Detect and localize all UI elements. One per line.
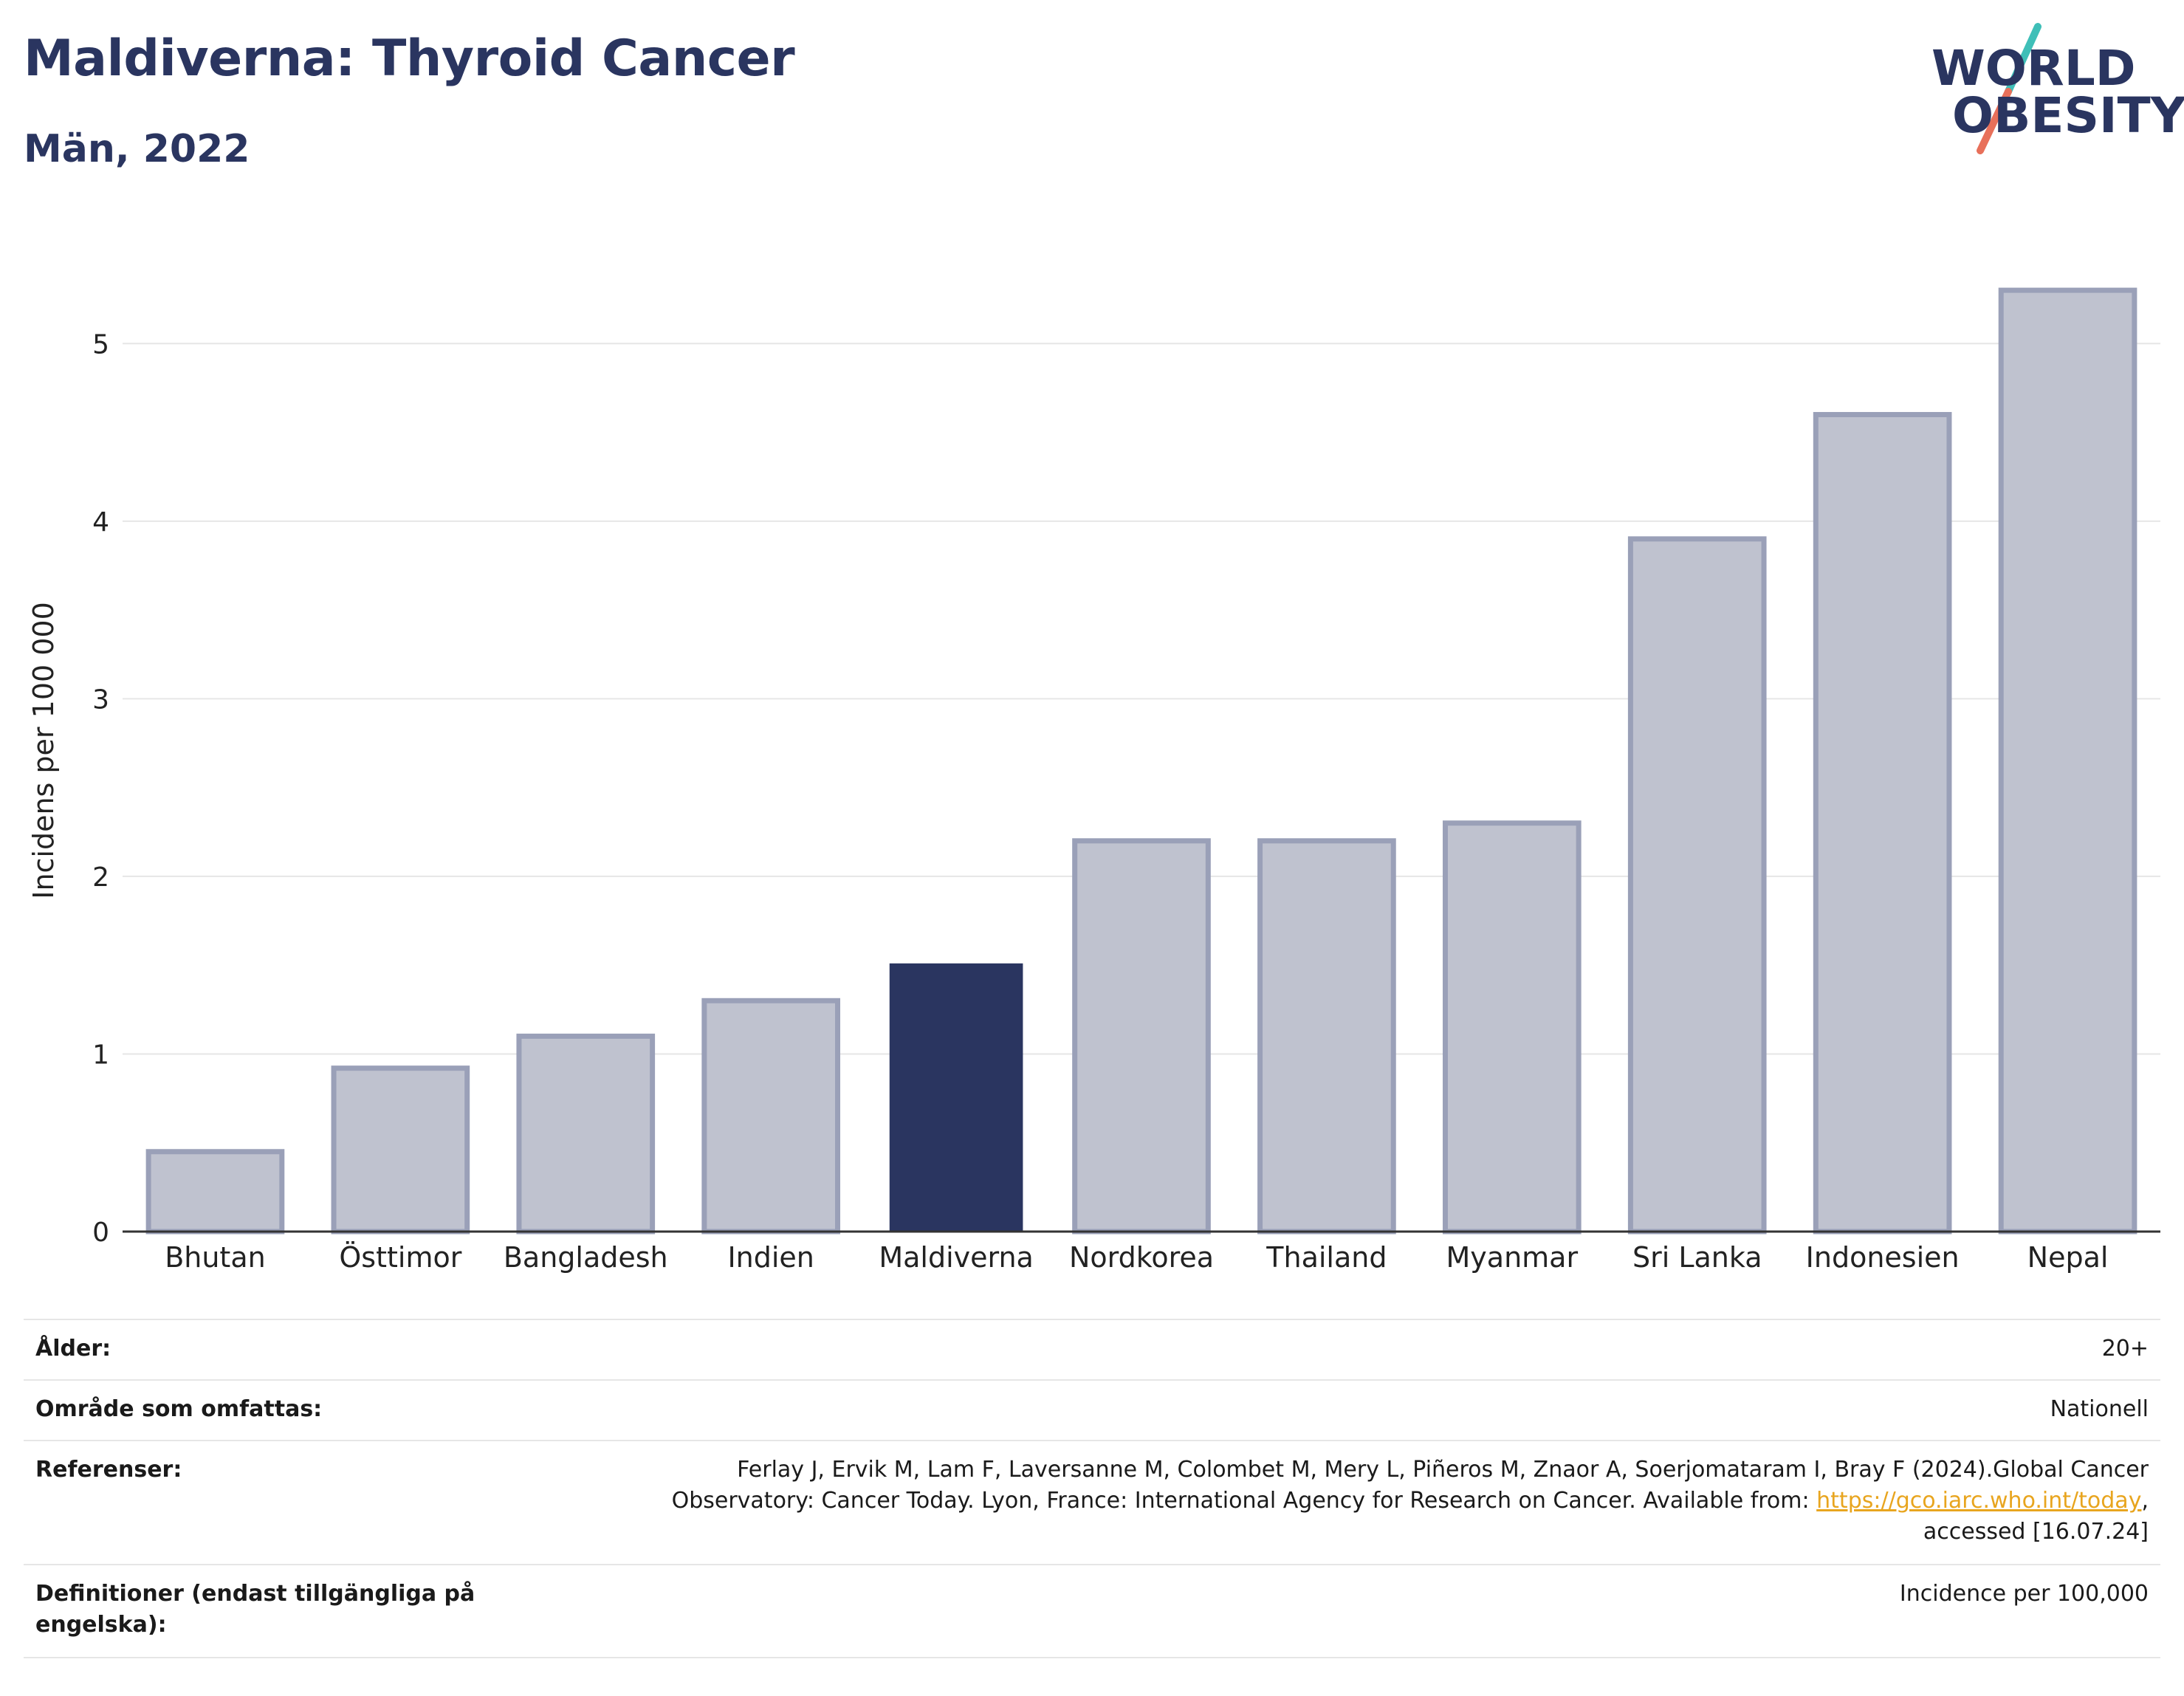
meta-row-area: Område som omfattas: Nationell xyxy=(24,1379,2160,1440)
y-tick-label: 1 xyxy=(92,1040,109,1070)
x-tick-label: Sri Lanka xyxy=(1632,1241,1762,1274)
meta-row-references: Referenser: Ferlay J, Ervik M, Lam F, La… xyxy=(24,1440,2160,1564)
y-tick-label: 0 xyxy=(92,1218,109,1248)
logo-slash-icon xyxy=(1977,23,2042,154)
meta-label-definitions: Definitioner (endast tillgängliga på eng… xyxy=(35,1581,475,1638)
bar-östtimor xyxy=(331,1065,470,1235)
x-tick-label: Nordkorea xyxy=(1069,1241,1214,1274)
y-tick-label: 5 xyxy=(92,329,109,360)
x-tick-label: Bangladesh xyxy=(504,1241,668,1274)
reference-line-2: Observatory: Cancer Today. Lyon, France:… xyxy=(540,1486,2149,1517)
bar-indonesien xyxy=(1813,411,1952,1235)
y-tick-label: 4 xyxy=(92,507,109,538)
bar-maldiverna xyxy=(889,963,1023,1232)
bar-myanmar xyxy=(1442,820,1582,1235)
x-tick-label: Bhutan xyxy=(165,1241,266,1274)
reference-line-2-suffix: , xyxy=(2141,1488,2149,1514)
bar-indien xyxy=(701,998,841,1235)
x-tick-label: Maldiverna xyxy=(879,1241,1034,1274)
bar-bhutan xyxy=(145,1149,285,1235)
page-subtitle: Män, 2022 xyxy=(24,127,250,171)
x-tick-label: Nepal xyxy=(2027,1241,2109,1274)
meta-value-definitions: Incidence per 100,000 xyxy=(1899,1581,2149,1607)
meta-row-age: Ålder: 20+ xyxy=(24,1319,2160,1379)
x-tick-label: Thailand xyxy=(1266,1241,1387,1274)
meta-value-age: 20+ xyxy=(2101,1336,2149,1362)
reference-link[interactable]: https://gco.iarc.who.int/today xyxy=(1816,1488,2142,1514)
bar-nepal xyxy=(1998,287,2137,1235)
x-tick-label: Indien xyxy=(727,1241,814,1274)
x-tick-label: Östtimor xyxy=(339,1241,461,1274)
meta-label-area: Område som omfattas: xyxy=(35,1396,323,1422)
meta-label-references: Referenser: xyxy=(35,1457,182,1483)
reference-line-1: Ferlay J, Ervik M, Lam F, Laversanne M, … xyxy=(737,1457,2149,1483)
y-axis-label: Incidens per 100 000 xyxy=(27,602,60,899)
y-tick-label: 3 xyxy=(92,684,109,715)
reference-line-3: accessed [16.07.24] xyxy=(1923,1519,2149,1545)
meta-value-references: Ferlay J, Ervik M, Lam F, Laversanne M, … xyxy=(540,1441,2160,1548)
meta-value-area: Nationell xyxy=(2050,1396,2149,1422)
world-obesity-logo: WORLD OBESITY xyxy=(1920,21,2184,161)
meta-row-definitions: Definitioner (endast tillgängliga på eng… xyxy=(24,1564,2160,1658)
x-tick-label: Myanmar xyxy=(1446,1241,1579,1274)
y-tick-label: 2 xyxy=(92,862,109,893)
bar-thailand xyxy=(1257,838,1396,1235)
metadata-table: Ålder: 20+ Område som omfattas: Nationel… xyxy=(24,1319,2160,1658)
bar-sri-lanka xyxy=(1627,536,1767,1235)
logo-word-world: WORLD xyxy=(1931,40,2136,97)
bar-chart: 0 1 2 3 4 5 Incidens per 100 000 Bhutan Östtimor… xyxy=(27,287,2160,1274)
bar-nordkorea xyxy=(1072,838,1211,1235)
bar-bangladesh xyxy=(516,1033,656,1235)
meta-label-age: Ålder: xyxy=(35,1336,111,1362)
x-tick-label: Indonesien xyxy=(1806,1241,1960,1274)
reference-line-2-text: Observatory: Cancer Today. Lyon, France:… xyxy=(671,1488,1817,1514)
logo-word-obesity: OBESITY xyxy=(1952,87,2184,144)
page-title: Maldiverna: Thyroid Cancer xyxy=(24,30,795,88)
